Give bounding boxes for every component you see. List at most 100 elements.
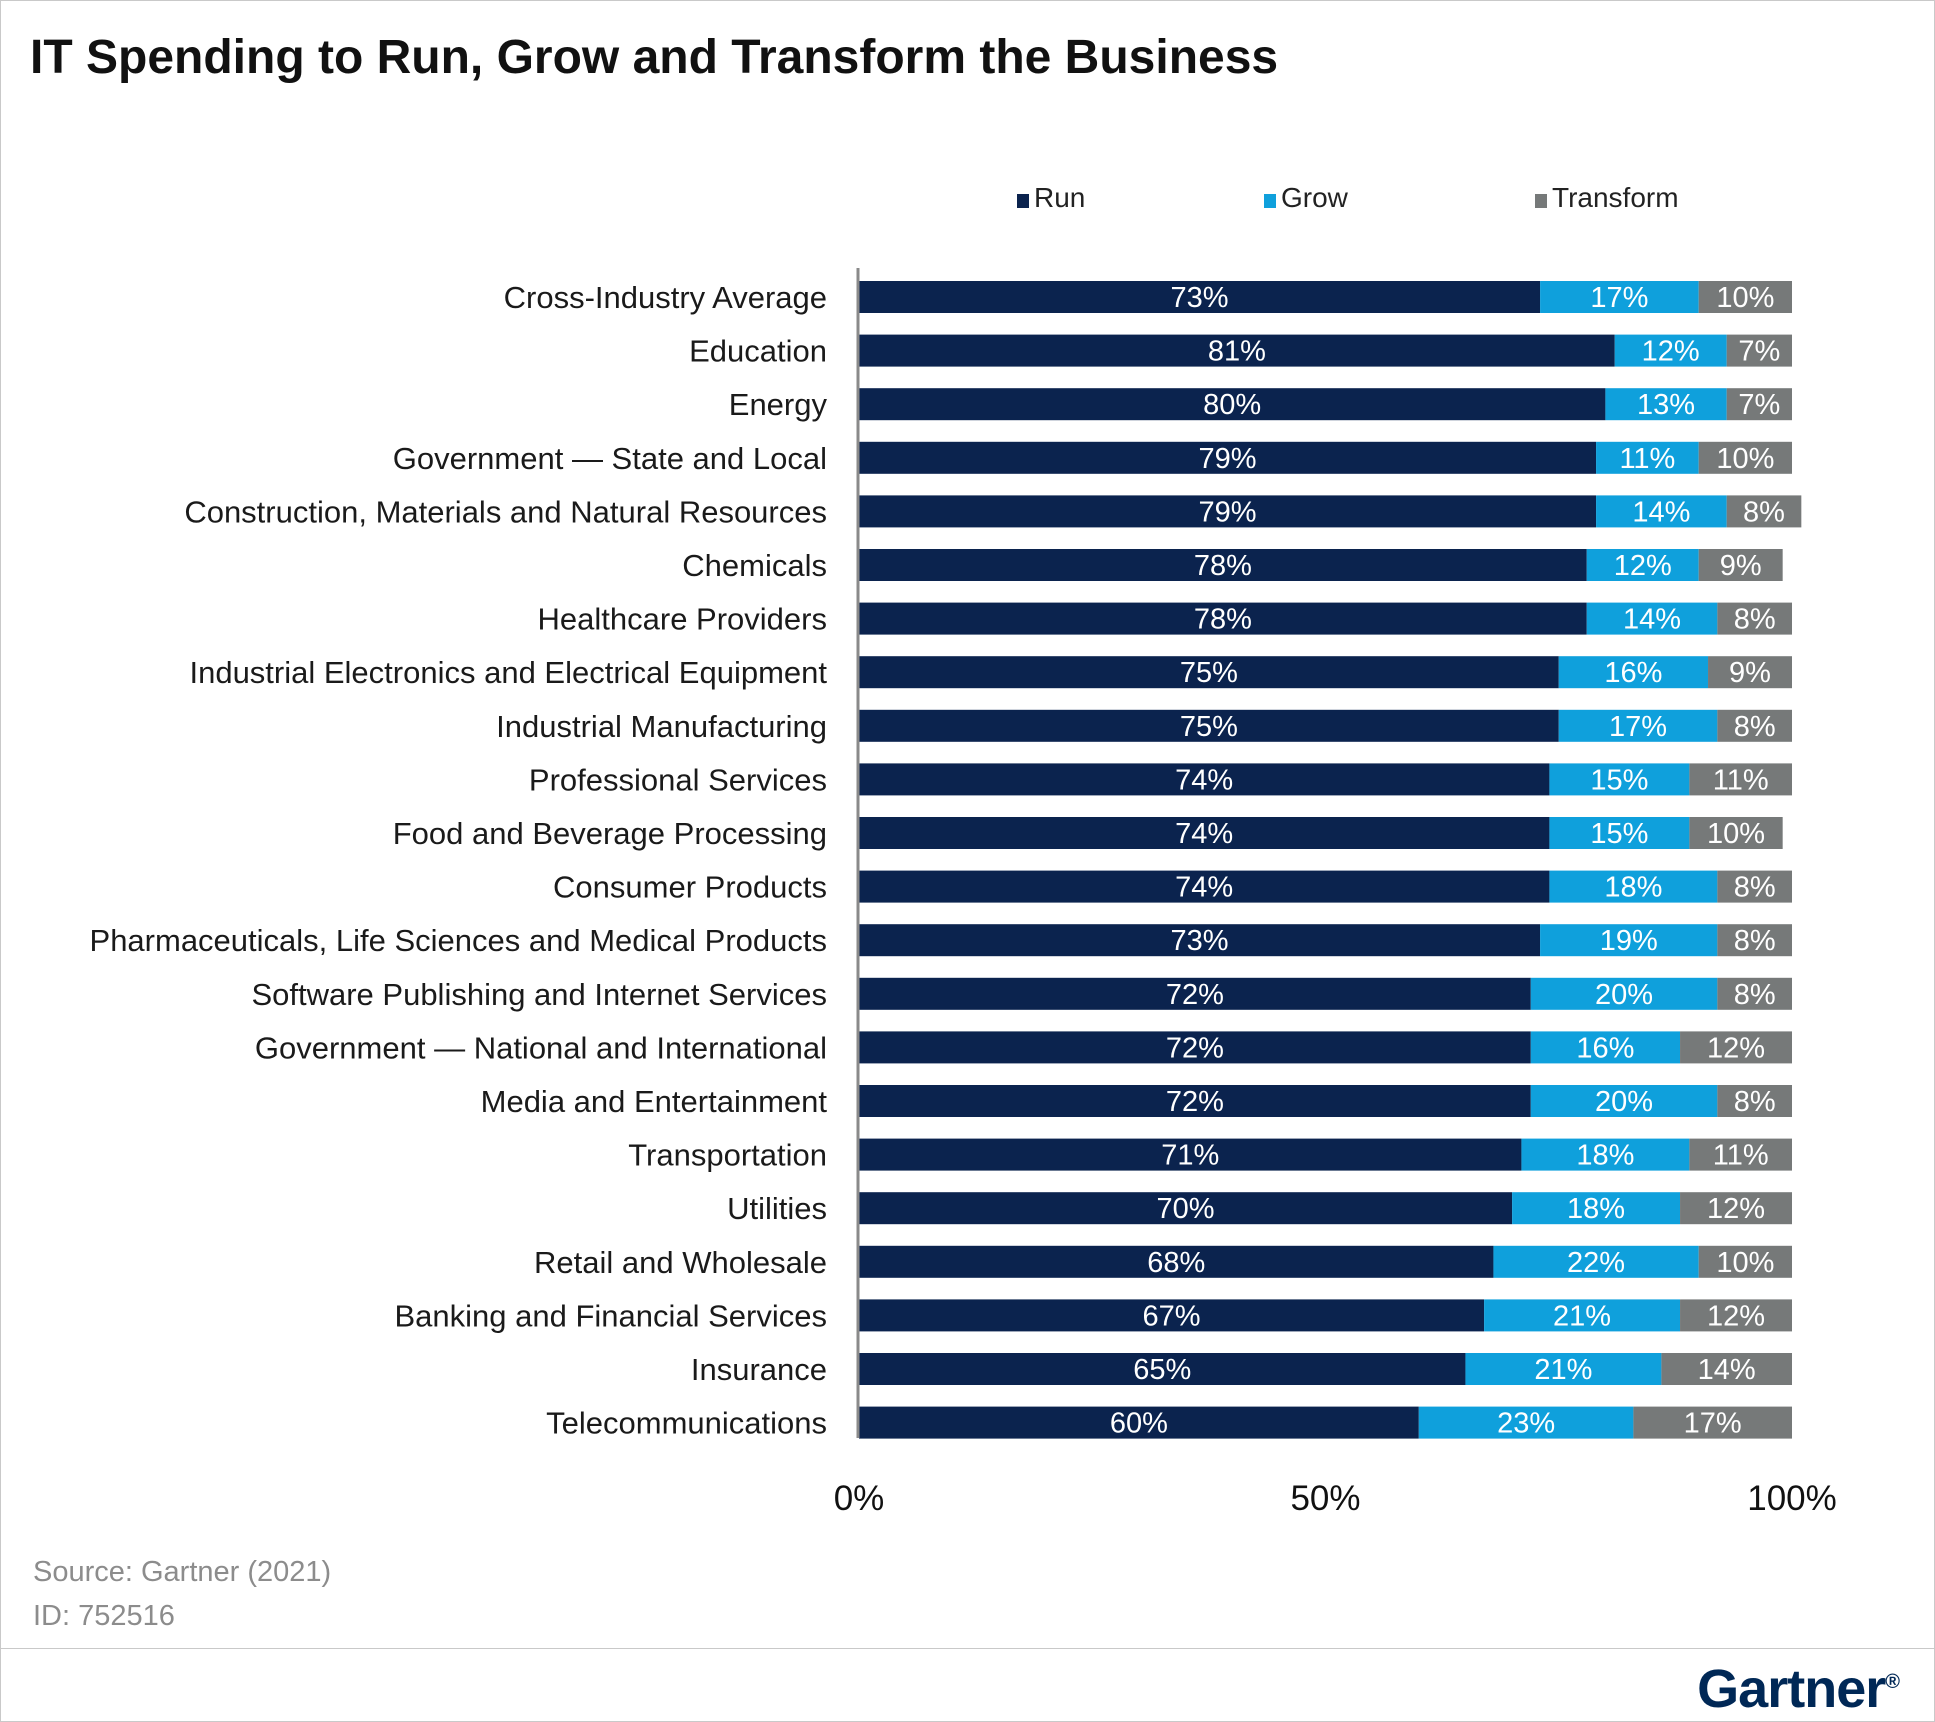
data-label-run: 74% — [1175, 818, 1233, 850]
data-label-transform: 11% — [1713, 1140, 1769, 1172]
data-label-transform: 9% — [1720, 550, 1762, 582]
bar-grow — [1549, 870, 1718, 903]
data-label-run: 81% — [1208, 336, 1266, 368]
bar-grow — [1418, 1406, 1634, 1439]
bar-grow — [1586, 602, 1718, 635]
category-label: Government — National and International — [255, 1030, 827, 1065]
data-label-grow: 17% — [1609, 711, 1667, 743]
bar-transform — [1717, 924, 1792, 957]
bar-transform — [1689, 1138, 1792, 1171]
bar-grow — [1596, 441, 1699, 474]
source-note: Source: Gartner (2021) ID: 752516 — [33, 1550, 331, 1638]
bar-run — [859, 977, 1531, 1010]
bar-run — [859, 1353, 1466, 1385]
bar-run — [859, 1085, 1531, 1117]
bar-run — [859, 1406, 1419, 1439]
bar-grow — [1540, 924, 1718, 957]
data-label-transform: 7% — [1738, 389, 1780, 421]
bar-transform — [1717, 602, 1792, 635]
data-label-transform: 10% — [1716, 282, 1774, 314]
data-label-transform: 17% — [1684, 1408, 1742, 1440]
category-label: Insurance — [691, 1352, 827, 1387]
bar-transform — [1661, 1353, 1792, 1385]
data-label-run: 68% — [1147, 1247, 1205, 1279]
id-text: ID: 752516 — [33, 1600, 175, 1632]
bar-run — [859, 763, 1550, 796]
bar-grow — [1521, 1138, 1690, 1171]
bar-run — [859, 709, 1559, 742]
bar-transform — [1726, 388, 1792, 421]
bar-run — [859, 1299, 1485, 1332]
bar-grow — [1530, 1031, 1681, 1064]
data-label-transform: 8% — [1734, 979, 1776, 1011]
data-label-transform: 12% — [1707, 1032, 1765, 1064]
bar-grow — [1558, 709, 1718, 742]
bar-grow — [1586, 549, 1699, 581]
category-label: Construction, Materials and Natural Reso… — [184, 494, 827, 529]
bar-run — [859, 388, 1606, 421]
data-label-grow: 14% — [1623, 604, 1681, 636]
data-label-transform: 8% — [1734, 711, 1776, 743]
bar-transform — [1698, 441, 1792, 474]
category-label: Media and Entertainment — [481, 1084, 828, 1119]
data-label-run: 71% — [1161, 1140, 1219, 1172]
data-label-transform: 8% — [1734, 872, 1776, 904]
data-label-run: 73% — [1171, 282, 1229, 314]
x-tick-label: 50% — [1290, 1479, 1360, 1518]
bar-grow — [1614, 334, 1727, 367]
bar-grow — [1530, 1085, 1718, 1117]
chart-title: IT Spending to Run, Grow and Transform t… — [30, 31, 1279, 84]
data-label-grow: 23% — [1497, 1408, 1555, 1440]
data-label-grow: 19% — [1600, 925, 1658, 957]
legend-swatch-run — [1017, 194, 1029, 208]
bar-run — [859, 549, 1587, 581]
data-label-run: 67% — [1143, 1300, 1201, 1332]
data-label-grow: 21% — [1534, 1354, 1592, 1386]
bar-transform — [1726, 495, 1802, 528]
source-text: Source: Gartner (2021) — [33, 1556, 332, 1588]
data-label-run: 72% — [1166, 1086, 1224, 1118]
bar-run — [859, 281, 1541, 313]
category-label: Industrial Electronics and Electrical Eq… — [189, 655, 827, 690]
data-label-run: 72% — [1166, 1032, 1224, 1064]
data-label-run: 80% — [1203, 389, 1261, 421]
category-label: Education — [689, 334, 827, 369]
x-tick-label: 100% — [1747, 1479, 1837, 1518]
bar-run — [859, 602, 1587, 635]
bar-grow — [1558, 656, 1709, 689]
bar-transform — [1689, 763, 1792, 796]
category-label: Retail and Wholesale — [534, 1245, 827, 1280]
data-label-grow: 18% — [1604, 872, 1662, 904]
data-label-grow: 18% — [1576, 1140, 1634, 1172]
data-label-grow: 20% — [1595, 1086, 1653, 1118]
data-label-transform: 9% — [1729, 657, 1771, 689]
legend-label-run: Run — [1034, 182, 1085, 213]
data-label-transform: 12% — [1707, 1193, 1765, 1225]
bar-grow — [1549, 763, 1690, 796]
data-label-run: 75% — [1180, 657, 1238, 689]
footer-divider — [0, 1648, 1935, 1649]
data-label-run: 78% — [1194, 604, 1252, 636]
bar-run — [859, 1031, 1531, 1064]
legend-label-grow: Grow — [1281, 182, 1349, 213]
category-label: Energy — [729, 387, 828, 422]
data-label-run: 73% — [1171, 925, 1229, 957]
data-label-run: 74% — [1175, 764, 1233, 796]
data-label-transform: 10% — [1707, 818, 1765, 850]
bar-run — [859, 924, 1541, 957]
data-label-grow: 12% — [1642, 336, 1700, 368]
data-label-transform: 14% — [1698, 1354, 1756, 1386]
bar-transform — [1698, 549, 1783, 581]
data-label-transform: 10% — [1716, 443, 1774, 475]
data-label-transform: 8% — [1734, 1086, 1776, 1118]
data-label-grow: 13% — [1637, 389, 1695, 421]
bar-transform — [1717, 977, 1792, 1010]
data-label-run: 79% — [1199, 443, 1257, 475]
category-label: Professional Services — [529, 762, 827, 797]
bar-grow — [1512, 1192, 1681, 1225]
data-label-grow: 21% — [1553, 1300, 1611, 1332]
bar-transform — [1680, 1031, 1792, 1064]
category-label: Banking and Financial Services — [394, 1298, 827, 1333]
data-label-grow: 20% — [1595, 979, 1653, 1011]
